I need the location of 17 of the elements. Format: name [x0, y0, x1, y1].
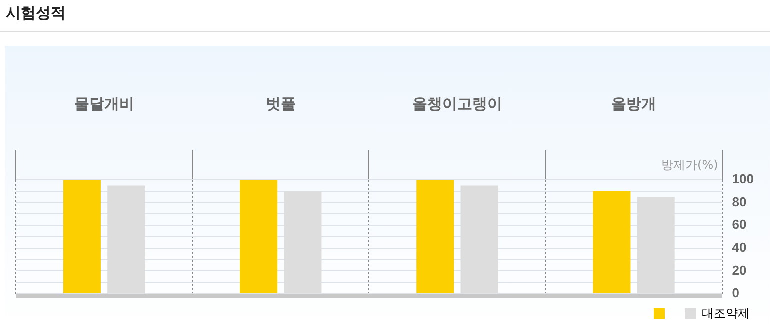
- bar: [240, 180, 278, 294]
- chart-title: 시험성적: [6, 4, 66, 23]
- y-axis-title: 방제가(%): [662, 158, 718, 172]
- y-tick-label: 20: [732, 262, 747, 278]
- bar: [593, 191, 631, 294]
- bar: [416, 180, 454, 294]
- y-tick-label: 100: [732, 172, 754, 187]
- x-tick-label: 올챙이고랭이: [412, 96, 502, 114]
- legend-label: 대조약제: [702, 306, 750, 320]
- y-tick-label: 60: [732, 217, 747, 232]
- y-tick-label: 80: [732, 194, 747, 210]
- bar: [63, 180, 101, 294]
- x-tick-label: 올방개: [612, 96, 657, 114]
- x-tick-label: 물달개비: [74, 96, 134, 114]
- y-tick-label: 0: [732, 286, 740, 301]
- y-tick-label: 40: [732, 240, 747, 255]
- x-tick-label: 벗풀: [266, 96, 296, 114]
